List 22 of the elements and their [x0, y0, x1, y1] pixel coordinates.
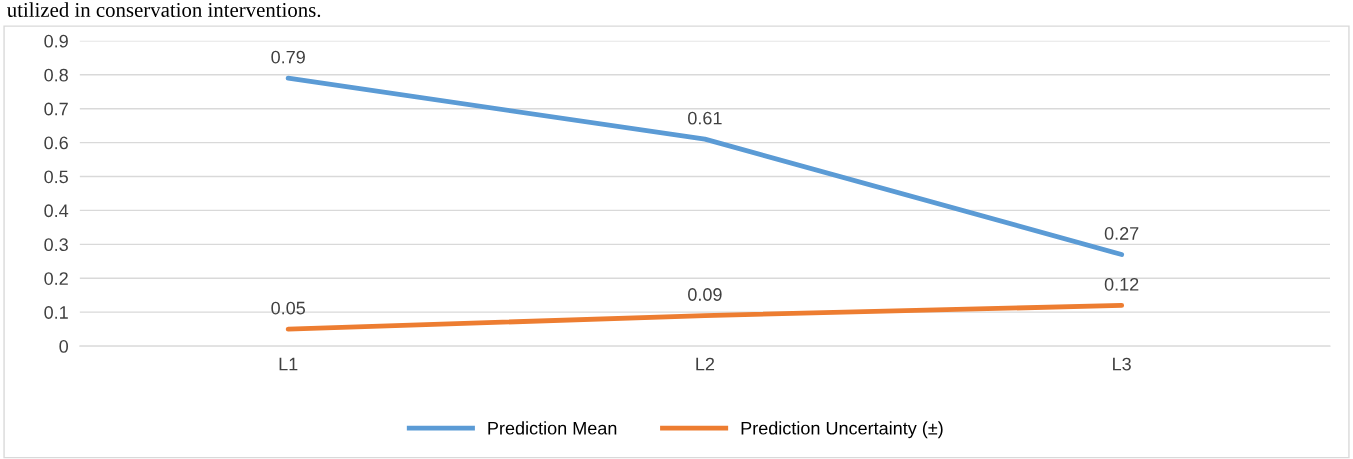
- legend-label: Prediction Mean: [488, 421, 617, 435]
- x-tick-label: L1: [279, 357, 298, 371]
- y-tick-label: 0.6: [44, 136, 68, 150]
- legend-label: Prediction Uncertainty (±): [741, 421, 943, 439]
- data-label: 0.09: [688, 288, 722, 301]
- x-tick-label: L3: [1113, 357, 1131, 371]
- x-tick-label: L2: [696, 357, 715, 371]
- data-label: 0.12: [1104, 277, 1139, 291]
- y-tick-label: 0.4: [44, 204, 69, 218]
- y-tick-label: 0.1: [44, 306, 68, 319]
- text: utilized in conservation interventions.: [7, 2, 321, 18]
- data-label: 0.61: [688, 111, 722, 125]
- y-tick-label: 0.5: [44, 170, 68, 184]
- y-tick-label: 0.8: [44, 68, 68, 82]
- data-label: 0.05: [271, 301, 305, 315]
- y-tick-label: 0.9: [44, 34, 68, 48]
- y-tick-label: 0: [59, 340, 69, 353]
- y-tick-label: 0.3: [44, 238, 68, 252]
- data-label: 0.27: [1104, 227, 1139, 240]
- y-tick-label: 0.2: [44, 272, 68, 285]
- y-tick-label: 0.7: [44, 102, 68, 116]
- data-label: 0.79: [271, 50, 305, 64]
